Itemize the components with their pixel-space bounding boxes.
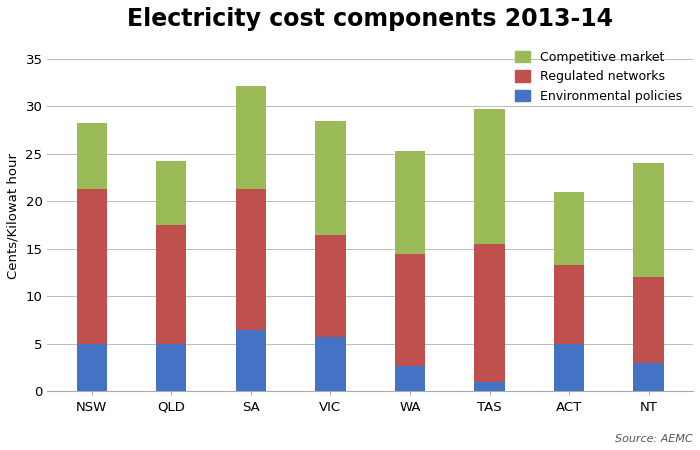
Bar: [395, 254, 425, 366]
Bar: [77, 344, 107, 392]
Bar: [156, 161, 186, 225]
Bar: [156, 344, 186, 392]
Bar: [554, 344, 584, 392]
Bar: [554, 192, 584, 265]
Bar: [315, 338, 346, 392]
Bar: [634, 278, 664, 363]
Text: Source: AEMC: Source: AEMC: [615, 434, 693, 444]
Bar: [236, 86, 266, 189]
Bar: [236, 330, 266, 392]
Bar: [156, 225, 186, 344]
Title: Electricity cost components 2013-14: Electricity cost components 2013-14: [127, 7, 613, 31]
Bar: [395, 366, 425, 392]
Bar: [554, 265, 584, 344]
Bar: [395, 151, 425, 254]
Bar: [77, 122, 107, 189]
Bar: [315, 234, 346, 338]
Bar: [634, 163, 664, 278]
Bar: [634, 363, 664, 392]
Bar: [475, 109, 505, 244]
Legend: Competitive market, Regulated networks, Environmental policies: Competitive market, Regulated networks, …: [510, 46, 687, 108]
Bar: [475, 244, 505, 382]
Y-axis label: Cents/Kilowat hour: Cents/Kilowat hour: [7, 153, 20, 279]
Bar: [77, 189, 107, 344]
Bar: [236, 189, 266, 330]
Bar: [475, 382, 505, 392]
Bar: [315, 121, 346, 234]
